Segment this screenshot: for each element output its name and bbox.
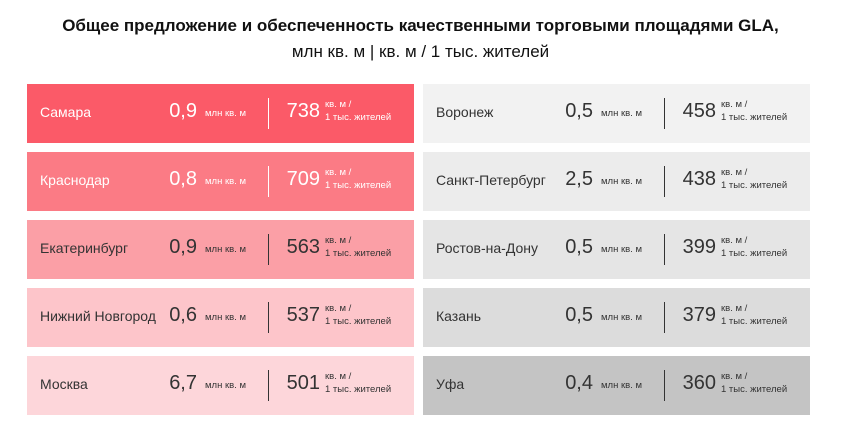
city-name: Екатеринбург [40, 240, 129, 256]
city-card: Ростов-на-Дону 0,5 млн кв. м 399 кв. м / 1 ты… [423, 220, 810, 279]
divider [664, 166, 665, 197]
divider [268, 166, 269, 197]
density-unit-line: 1 тыс. жителей [721, 248, 788, 259]
gla-value: 0,9 [169, 100, 197, 122]
divider [664, 98, 665, 129]
density-unit-line: кв. м / [325, 303, 352, 314]
gla-unit: млн кв. м [205, 244, 246, 255]
city-card: Самара 0,9 млн кв. м 738 кв. м / 1 тыс. жител… [27, 84, 414, 143]
density-unit-line: 1 тыс. жителей [721, 316, 788, 327]
city-card: Уфа 0,4 млн кв. м 360 кв. м / 1 тыс. жителей [423, 356, 810, 415]
density-unit-line: кв. м / [325, 167, 352, 178]
gla-unit: млн кв. м [205, 176, 246, 187]
density-unit: кв. м / 1 тыс. жителей [325, 302, 391, 328]
city-card: Краснодар 0,8 млн кв. м 709 кв. м / 1 тыс. жи… [27, 152, 414, 211]
density-unit-line: кв. м / [325, 99, 352, 110]
divider [664, 234, 665, 265]
density-unit-line: кв. м / [721, 167, 748, 178]
gla-value: 2,5 [565, 168, 593, 190]
gla-value: 6,7 [169, 372, 197, 394]
density-value: 379 [682, 304, 716, 326]
density-unit-line: кв. м / [721, 235, 748, 246]
density-unit: кв. м / 1 тыс. жителей [721, 166, 787, 192]
density-unit: кв. м / 1 тыс. жителей [721, 370, 787, 396]
divider [268, 302, 269, 333]
density-unit-line: кв. м / [721, 371, 748, 382]
city-card: Санкт-Петербург 2,5 млн кв. м 438 кв. м / 1 т… [423, 152, 810, 211]
density-unit: кв. м / 1 тыс. жителей [325, 370, 391, 396]
gla-unit: млн кв. м [205, 108, 246, 119]
divider [268, 98, 269, 129]
density-unit-line: 1 тыс. жителей [721, 180, 788, 191]
density-unit: кв. м / 1 тыс. жителей [325, 234, 391, 260]
city-name: Воронеж [436, 104, 494, 120]
density-unit-line: 1 тыс. жителей [325, 112, 392, 123]
gla-value: 0,4 [565, 372, 593, 394]
density-value: 738 [286, 100, 320, 122]
city-card: Воронеж 0,5 млн кв. м 458 кв. м / 1 тыс. жите… [423, 84, 810, 143]
gla-unit: млн кв. м [601, 244, 642, 255]
divider [268, 370, 269, 401]
density-value: 501 [286, 372, 320, 394]
city-name: Нижний Новгород [40, 308, 156, 324]
divider [664, 302, 665, 333]
density-unit-line: 1 тыс. жителей [721, 384, 788, 395]
gla-value: 0,5 [565, 304, 593, 326]
gla-value: 0,8 [169, 168, 197, 190]
density-unit-line: 1 тыс. жителей [721, 112, 788, 123]
divider [268, 234, 269, 265]
gla-value: 0,9 [169, 236, 197, 258]
city-name: Краснодар [40, 172, 110, 188]
density-unit-line: кв. м / [325, 371, 352, 382]
city-name: Санкт-Петербург [436, 172, 546, 188]
divider [664, 370, 665, 401]
density-unit: кв. м / 1 тыс. жителей [325, 166, 391, 192]
city-name: Самара [40, 104, 92, 120]
density-unit-line: кв. м / [721, 99, 748, 110]
gla-unit: млн кв. м [205, 312, 246, 323]
density-value: 399 [682, 236, 716, 258]
gla-unit: млн кв. м [205, 380, 246, 391]
city-card: Екатеринбург 0,9 млн кв. м 563 кв. м / 1 тыс.… [27, 220, 414, 279]
density-unit-line: кв. м / [325, 235, 352, 246]
city-card: Нижний Новгород 0,6 млн кв. м 537 кв. м / 1 т… [27, 288, 414, 347]
city-name: Уфа [436, 376, 465, 392]
density-value: 438 [682, 168, 716, 190]
density-unit-line: 1 тыс. жителей [325, 180, 392, 191]
gla-unit: млн кв. м [601, 312, 642, 323]
density-value: 537 [286, 304, 320, 326]
density-value: 709 [286, 168, 320, 190]
city-name: Москва [40, 376, 88, 392]
subtitle: млн кв. м | кв. м / 1 тыс. жителей [291, 42, 550, 61]
gla-unit: млн кв. м [601, 176, 642, 187]
gla-unit: млн кв. м [601, 380, 642, 391]
gla-value: 0,5 [565, 236, 593, 258]
density-unit-line: 1 тыс. жителей [325, 248, 392, 259]
city-card: Москва 6,7 млн кв. м 501 кв. м / 1 тыс. жител… [27, 356, 414, 415]
density-value: 458 [682, 100, 716, 122]
gla-value: 0,6 [169, 304, 197, 326]
density-value: 563 [286, 236, 320, 258]
density-unit: кв. м / 1 тыс. жителей [325, 98, 391, 124]
density-unit-line: 1 тыс. жителей [325, 384, 392, 395]
density-unit-line: 1 тыс. жителей [325, 316, 392, 327]
density-unit-line: кв. м / [721, 303, 748, 314]
city-card: Казань 0,5 млн кв. м 379 кв. м / 1 тыс. жител… [423, 288, 810, 347]
gla-unit: млн кв. м [601, 108, 642, 119]
density-unit: кв. м / 1 тыс. жителей [721, 302, 787, 328]
title: Общее предложение и обеспеченность качес… [62, 16, 779, 35]
gla-value: 0,5 [565, 100, 593, 122]
city-name: Казань [436, 308, 482, 324]
density-unit: кв. м / 1 тыс. жителей [721, 234, 787, 260]
city-name: Ростов-на-Дону [436, 240, 538, 256]
density-value: 360 [682, 372, 716, 394]
density-unit: кв. м / 1 тыс. жителей [721, 98, 787, 124]
